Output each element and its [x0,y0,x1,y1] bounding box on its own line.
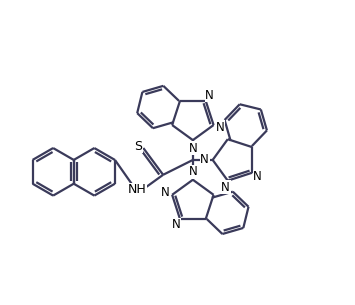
Text: N: N [200,153,209,167]
Text: N: N [206,88,214,102]
Text: N: N [189,165,197,178]
Text: NH: NH [128,183,147,196]
Text: S: S [134,140,142,152]
Text: N: N [189,142,197,155]
Text: N: N [253,170,262,183]
Text: N: N [216,121,225,134]
Text: N: N [171,218,180,231]
Text: N: N [161,186,170,199]
Text: N: N [221,181,230,194]
